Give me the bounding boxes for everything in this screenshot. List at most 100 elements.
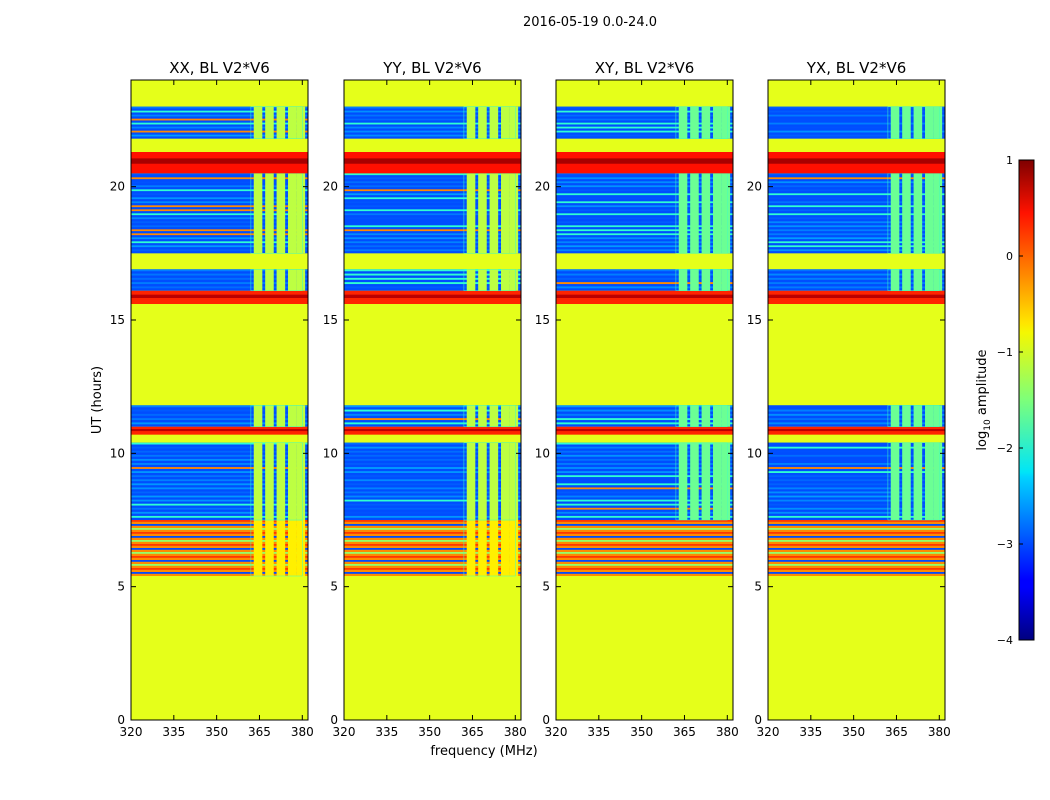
spectral-line xyxy=(131,520,308,522)
spectral-line xyxy=(768,209,945,212)
rfi-band-core xyxy=(344,294,521,298)
spectral-line xyxy=(131,225,308,228)
band-channel xyxy=(265,520,274,576)
band-edge xyxy=(887,106,940,139)
panel-xy: 320 335 350 365 380 0 5 10 15 20 XY, BL V2*V6 xyxy=(535,59,739,739)
band-channel xyxy=(933,405,943,427)
band-channel xyxy=(690,106,699,139)
spectral-line xyxy=(344,475,521,478)
band-channel xyxy=(265,173,274,254)
spectral-line xyxy=(344,536,521,538)
y-axis-label: UT (hours) xyxy=(90,366,105,434)
spectral-line xyxy=(344,499,521,502)
spectral-line xyxy=(131,189,308,192)
spectral-line xyxy=(131,572,308,574)
spectral-line xyxy=(768,193,945,196)
spectral-line xyxy=(768,499,945,502)
band-channel xyxy=(276,442,286,520)
spectral-line xyxy=(556,556,733,558)
band-edge xyxy=(250,269,303,291)
spectral-line xyxy=(768,483,945,486)
spectral-line xyxy=(768,552,945,554)
y-tick-label: 0 xyxy=(330,713,338,727)
band-edge xyxy=(463,442,516,521)
x-tick-label: 320 xyxy=(333,725,356,739)
spectral-line xyxy=(344,544,521,546)
spectral-line xyxy=(768,548,945,550)
x-tick-label: 335 xyxy=(375,725,398,739)
spectral-line xyxy=(768,189,945,192)
band-channel xyxy=(933,106,943,139)
spectral-line xyxy=(768,568,945,570)
spectral-line xyxy=(556,106,733,109)
spectral-line xyxy=(556,122,733,125)
spectral-line xyxy=(768,134,945,137)
spectral-line xyxy=(768,442,945,445)
spectral-line xyxy=(344,217,521,220)
band-channel xyxy=(265,442,274,520)
spectral-line xyxy=(768,572,945,574)
band-channel xyxy=(288,520,297,576)
band-channel xyxy=(478,173,487,254)
spectral-line xyxy=(768,503,945,506)
spectral-line xyxy=(768,233,945,236)
spectral-line xyxy=(131,467,308,469)
band-channel xyxy=(678,269,688,291)
band-channel xyxy=(466,405,476,427)
spectral-line xyxy=(556,130,733,133)
spectral-line xyxy=(768,413,945,416)
spectral-line xyxy=(556,528,733,530)
spectral-line xyxy=(344,269,521,272)
band-edge xyxy=(887,405,940,427)
spectral-line xyxy=(768,532,945,534)
x-tick-label: 380 xyxy=(504,725,527,739)
band-channel xyxy=(489,405,499,427)
band-channel xyxy=(933,269,943,291)
spectral-line xyxy=(344,173,521,176)
spectral-line xyxy=(768,273,945,276)
band-channel xyxy=(509,405,519,427)
colorbar-tick-label: 1 xyxy=(1006,154,1013,167)
band-channel xyxy=(713,173,722,254)
spectral-line xyxy=(768,536,945,538)
band-channel xyxy=(489,269,499,291)
band-channel xyxy=(489,106,499,139)
spectral-line xyxy=(344,205,521,208)
spectral-line xyxy=(556,540,733,542)
band-edge xyxy=(675,405,728,427)
y-tick-label: 0 xyxy=(117,713,125,727)
spectral-line xyxy=(344,241,521,244)
x-tick-label: 350 xyxy=(205,725,228,739)
spectral-line xyxy=(344,277,521,280)
spectral-line xyxy=(131,282,308,285)
spectral-line xyxy=(131,499,308,502)
band-channel xyxy=(288,269,297,291)
spectral-line xyxy=(556,418,733,421)
band-channel xyxy=(276,173,286,254)
spectral-line xyxy=(556,189,733,192)
spectral-line xyxy=(344,552,521,554)
spectral-line xyxy=(344,463,521,465)
spectral-line xyxy=(556,114,733,117)
spectral-line xyxy=(768,173,945,176)
spectral-line xyxy=(768,213,945,216)
y-tick-label: 20 xyxy=(110,180,125,194)
band-channel xyxy=(509,520,519,576)
spectral-line xyxy=(131,233,308,236)
spectral-line xyxy=(768,122,945,125)
y-tick-label: 15 xyxy=(747,313,762,327)
y-tick-label: 20 xyxy=(323,180,338,194)
band-channel xyxy=(678,106,688,139)
spectral-line xyxy=(344,487,521,490)
spectral-line xyxy=(556,229,733,232)
spectral-line xyxy=(768,458,945,461)
band-channel xyxy=(489,173,499,254)
spectral-line xyxy=(768,475,945,478)
band-channel xyxy=(509,106,519,139)
band-channel xyxy=(721,269,731,291)
band-channel xyxy=(902,405,911,427)
spectral-line xyxy=(344,122,521,125)
band-channel xyxy=(678,442,688,520)
band-channel xyxy=(276,520,286,576)
band-channel xyxy=(925,405,934,427)
